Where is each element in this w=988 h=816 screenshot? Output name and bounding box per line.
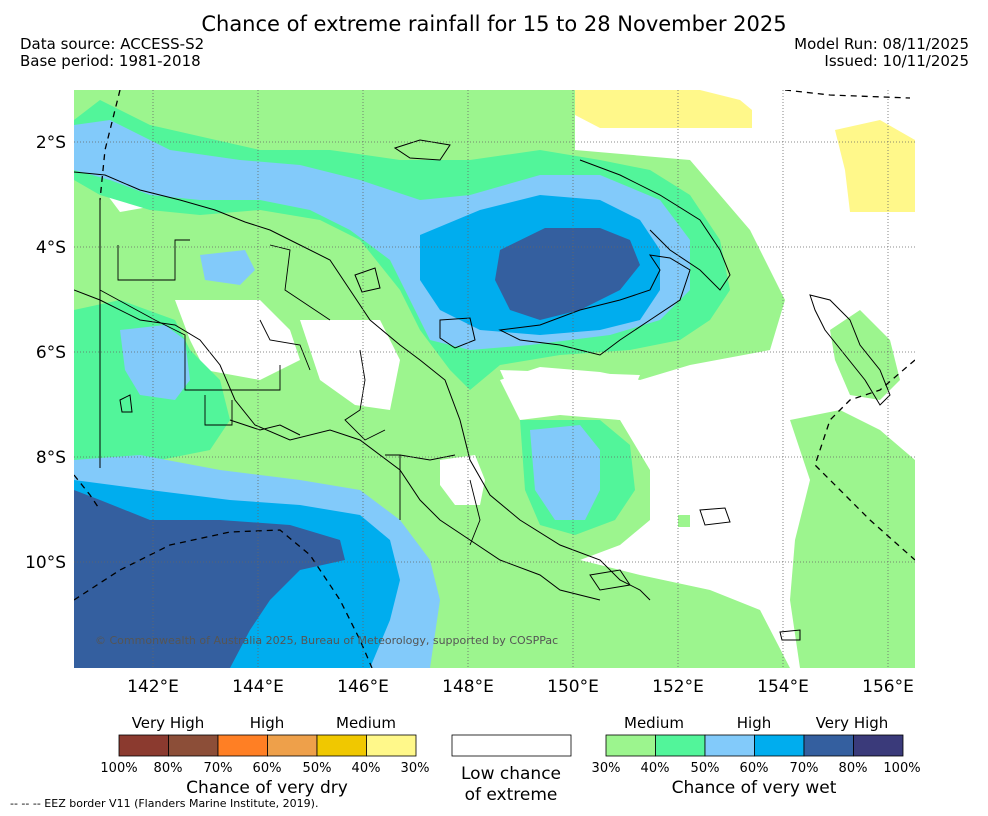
eez-footnote: -- -- -- EEZ border V11 (Flanders Marine… bbox=[10, 797, 319, 810]
dry-swatch bbox=[316, 734, 367, 757]
lat-label: 8°S bbox=[36, 448, 66, 468]
dry-pct: 70% bbox=[204, 761, 233, 776]
zone-white-highlands bbox=[175, 300, 300, 380]
island-new-ireland bbox=[579, 159, 731, 291]
page-title: Chance of extreme rainfall for 15 to 28 … bbox=[201, 12, 787, 36]
zone-white-sea bbox=[500, 370, 640, 420]
lon-label: 150°E bbox=[547, 677, 599, 697]
wet-cat-very-high: Very High bbox=[816, 714, 889, 732]
neutral-swatch bbox=[451, 734, 572, 757]
dry-cat-very-high: Very High bbox=[132, 714, 205, 732]
island-west bbox=[119, 394, 133, 413]
legend: Very High High Medium 100% 80% 70% 60% 5… bbox=[100, 714, 920, 805]
wet-pct: 100% bbox=[883, 761, 920, 776]
dry-swatch bbox=[118, 734, 169, 757]
wet-pct: 70% bbox=[790, 761, 819, 776]
neutral-title-1: Low chance bbox=[461, 764, 561, 784]
zone-yellow-ne bbox=[835, 120, 915, 212]
wet-swatches bbox=[605, 734, 904, 757]
dry-legend-title: Chance of very dry bbox=[186, 778, 348, 798]
zone-yellow-north bbox=[575, 90, 752, 128]
zone-light-blue-east bbox=[530, 425, 600, 520]
wet-pct: 40% bbox=[641, 761, 670, 776]
dry-swatch bbox=[168, 734, 219, 757]
copyright-text: © Commonwealth of Australia 2025, Bureau… bbox=[95, 634, 558, 647]
lon-label: 148°E bbox=[442, 677, 494, 697]
fly-delta bbox=[229, 419, 301, 436]
island-milne bbox=[589, 569, 631, 591]
lat-label: 10°S bbox=[25, 553, 66, 573]
model-run-label: Model Run: 08/11/2025 bbox=[794, 35, 969, 53]
lon-label: 146°E bbox=[337, 677, 389, 697]
island-manus bbox=[393, 139, 451, 161]
lon-label: 142°E bbox=[127, 677, 179, 697]
header-right: Model Run: 08/11/2025 Issued: 10/11/2025 bbox=[794, 36, 969, 70]
zone-light-blue-islet bbox=[200, 250, 255, 285]
zone-dark-blue-south bbox=[74, 490, 345, 668]
latitude-labels: 2°S 4°S 6°S 8°S 10°S bbox=[25, 133, 66, 573]
probability-field bbox=[74, 90, 915, 668]
island-bougainville bbox=[809, 294, 891, 406]
dry-pct: 30% bbox=[401, 761, 430, 776]
lon-label: 152°E bbox=[652, 677, 704, 697]
dry-pct: 80% bbox=[154, 761, 183, 776]
lat-label: 6°S bbox=[36, 343, 66, 363]
island-umboi bbox=[439, 317, 476, 349]
island-karkar bbox=[354, 267, 381, 293]
dry-cat-high: High bbox=[250, 714, 284, 732]
longitude-labels: 142°E 144°E 146°E 148°E 150°E 152°E 154°… bbox=[127, 677, 914, 697]
lon-label: 156°E bbox=[862, 677, 914, 697]
wet-pct: 60% bbox=[740, 761, 769, 776]
lat-label: 4°S bbox=[36, 238, 66, 258]
gridlines bbox=[74, 90, 915, 668]
lat-label: 2°S bbox=[36, 133, 66, 153]
dry-pct: 40% bbox=[352, 761, 381, 776]
eez-borders bbox=[74, 90, 915, 668]
dry-pct: 60% bbox=[253, 761, 282, 776]
base-period-label: Base period: 1981-2018 bbox=[20, 52, 201, 70]
wet-cat-medium: Medium bbox=[624, 714, 684, 732]
lon-label: 154°E bbox=[757, 677, 809, 697]
data-source-label: Data source: ACCESS-S2 bbox=[20, 35, 205, 53]
wet-swatch bbox=[754, 734, 805, 757]
wet-swatch bbox=[605, 734, 656, 757]
dry-cat-medium: Medium bbox=[336, 714, 396, 732]
neutral-title-2: of extreme bbox=[465, 785, 558, 805]
island-rossel bbox=[779, 629, 801, 641]
wet-swatch bbox=[803, 734, 854, 757]
zone-green-dot bbox=[678, 515, 690, 527]
wet-pct: 50% bbox=[691, 761, 720, 776]
legend-neutral: Low chance of extreme bbox=[451, 734, 572, 805]
wet-swatch bbox=[655, 734, 706, 757]
zone-white-highlands-2 bbox=[300, 320, 400, 410]
dry-swatch bbox=[217, 734, 268, 757]
legend-wet: Medium High Very High 30% 40% 50% 60% 70… bbox=[592, 714, 921, 798]
dry-percents: 100% 80% 70% 60% 50% 40% 30% bbox=[100, 761, 429, 776]
wet-percents: 30% 40% 50% 60% 70% 80% 100% bbox=[592, 761, 921, 776]
wet-swatch bbox=[853, 734, 904, 757]
dry-swatch bbox=[366, 734, 417, 757]
wet-legend-title: Chance of very wet bbox=[672, 778, 837, 798]
legend-dry: Very High High Medium 100% 80% 70% 60% 5… bbox=[100, 714, 429, 798]
header-left: Data source: ACCESS-S2 Base period: 1981… bbox=[20, 36, 204, 70]
zone-dark-blue-north bbox=[495, 228, 640, 320]
dry-pct: 50% bbox=[303, 761, 332, 776]
dry-pct: 100% bbox=[100, 761, 137, 776]
dry-swatch bbox=[267, 734, 318, 757]
wet-pct: 80% bbox=[839, 761, 868, 776]
island-trobriand bbox=[699, 507, 731, 526]
wet-swatch bbox=[704, 734, 755, 757]
wet-pct: 30% bbox=[592, 761, 621, 776]
dry-swatches bbox=[118, 734, 417, 757]
lon-label: 144°E bbox=[232, 677, 284, 697]
wet-cat-high: High bbox=[737, 714, 771, 732]
issued-label: Issued: 10/11/2025 bbox=[824, 52, 969, 70]
mainland-south-coast bbox=[74, 289, 601, 601]
province-boundaries bbox=[99, 239, 481, 546]
zone-light-blue-west bbox=[120, 325, 190, 400]
zone-light-green-east bbox=[790, 410, 915, 668]
